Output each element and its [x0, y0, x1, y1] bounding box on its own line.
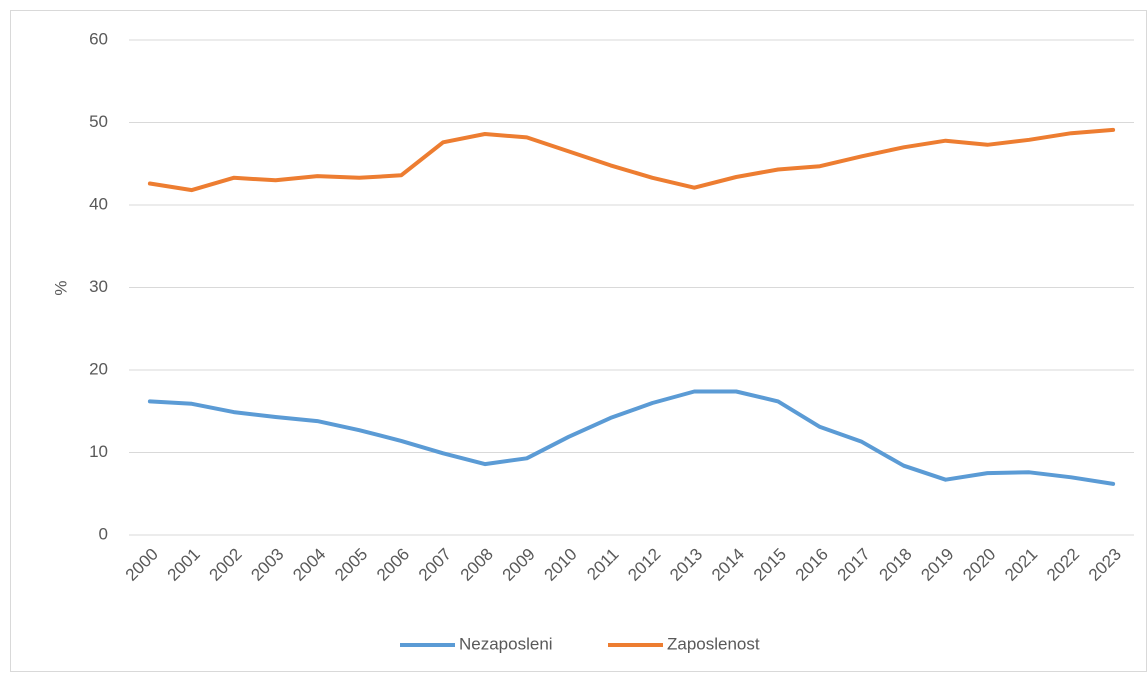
y-tick-label: 40	[89, 194, 108, 213]
line-series	[147, 389, 1116, 486]
y-tick-label: 20	[89, 359, 108, 378]
y-tick-label: 10	[89, 442, 108, 461]
line-series	[147, 127, 1116, 193]
y-tick-label: 0	[99, 524, 108, 543]
y-tick-label: 60	[89, 29, 108, 48]
legend-label: Nezaposleni	[459, 634, 553, 653]
y-axis-label: %	[51, 280, 70, 295]
y-tick-label: 30	[89, 277, 108, 296]
chart-frame	[10, 10, 1147, 672]
y-tick-label: 50	[89, 112, 108, 131]
legend-label: Zaposlenost	[667, 634, 760, 653]
